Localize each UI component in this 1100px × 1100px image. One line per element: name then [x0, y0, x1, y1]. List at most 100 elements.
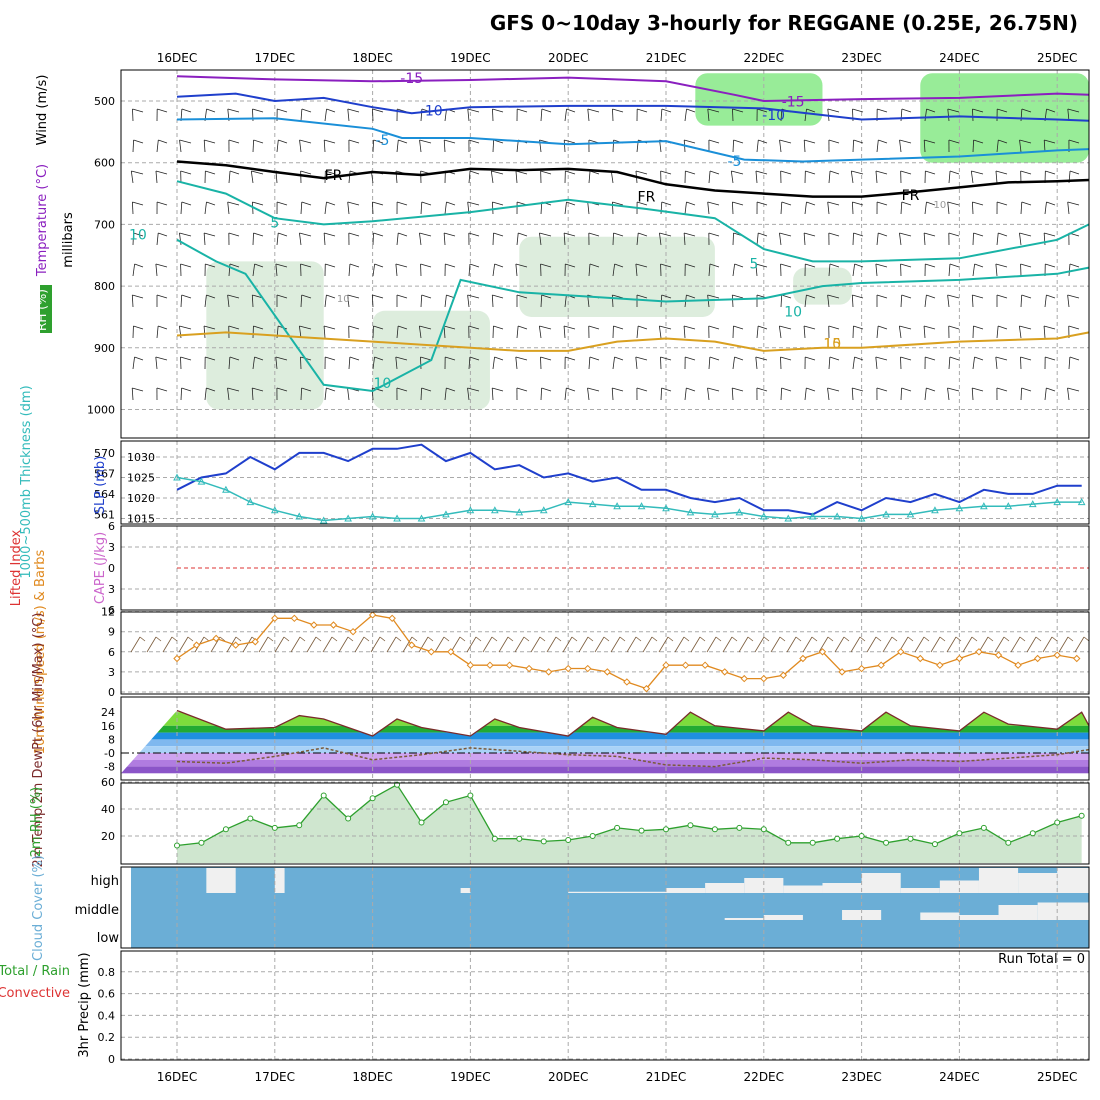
wind-barb	[755, 170, 768, 175]
thickness-point	[393, 514, 401, 522]
temp-line	[176, 709, 1090, 737]
cape-label: CAPE (J/kg)	[93, 532, 108, 604]
rh-point	[296, 822, 303, 829]
wind-barb	[589, 356, 600, 361]
rh-point	[589, 833, 596, 839]
wind-barb	[827, 201, 830, 215]
wind-barb	[611, 201, 614, 215]
wind-barb	[805, 170, 816, 175]
wind-barb	[851, 294, 854, 308]
surface-wind-barb	[875, 636, 882, 642]
wind-speed-point	[525, 664, 533, 673]
wind-barb	[731, 170, 744, 175]
wind-barb	[301, 201, 312, 206]
wind-barb	[901, 294, 912, 299]
wind-barb	[996, 387, 1008, 392]
cloud-gap	[206, 868, 236, 893]
wind-barb	[659, 232, 662, 246]
surface-wind-barb	[587, 636, 594, 642]
cloud-gap	[783, 885, 823, 893]
surface-wind-barb	[443, 636, 450, 642]
rh-point	[736, 824, 743, 831]
wind-barb	[1018, 325, 1022, 339]
lifted-index-label: Lifted Index	[9, 529, 24, 606]
rh-point	[711, 826, 718, 833]
wind-barb	[419, 139, 422, 153]
wind-barb	[228, 325, 240, 330]
panel-frame	[120, 950, 1090, 1061]
cloud-gap	[939, 880, 979, 893]
surface-wind-barb	[546, 636, 557, 653]
wind-barb	[443, 325, 446, 339]
wind-barb	[276, 201, 288, 206]
date-label-top: 22DEC	[744, 51, 784, 65]
surface-wind-barb	[162, 636, 173, 653]
wind-barb	[565, 170, 576, 175]
wind-barb	[612, 232, 614, 246]
wind-barb	[324, 139, 336, 144]
wind-barb	[827, 387, 830, 401]
wind-barb	[323, 139, 326, 153]
rh-tick-label: 40	[101, 803, 115, 816]
surface-wind-barb	[690, 636, 701, 653]
wind-barb	[516, 325, 519, 339]
wind-barb	[373, 325, 384, 330]
wind-barb	[131, 170, 144, 175]
wind-barb	[228, 356, 231, 370]
wind-barb	[925, 170, 936, 175]
surface-wind-barb	[978, 636, 989, 653]
wind-barb	[851, 201, 854, 215]
surface-wind-barb	[130, 636, 141, 653]
temp-band	[121, 710, 1089, 713]
wind-barb	[515, 356, 518, 370]
date-label-bottom: 17DEC	[255, 1070, 295, 1084]
surface-wind-barb	[843, 636, 850, 642]
wind-barb	[469, 170, 480, 175]
wind-speed-point	[1033, 654, 1042, 663]
surface-wind-barb	[987, 636, 994, 642]
wind-barb	[515, 170, 518, 184]
wind-barb	[566, 108, 576, 113]
surface-wind-barb	[939, 636, 946, 642]
wind-barb	[971, 201, 974, 215]
rh-point	[1005, 839, 1012, 846]
wind-speed-point	[329, 621, 338, 629]
wind-speed-point	[505, 661, 514, 669]
thickness-point	[882, 510, 890, 518]
wind-barb	[707, 294, 720, 299]
rh-axis-label: 2m RH (%)	[29, 787, 44, 858]
temp-band	[121, 712, 1089, 726]
wind-barb	[974, 263, 984, 268]
wind-barb	[636, 232, 639, 246]
surface-wind-barb	[514, 636, 525, 653]
wind-barb	[707, 108, 720, 113]
wind-barb	[756, 232, 759, 246]
temperature-contour	[176, 238, 1090, 393]
wind-barb	[349, 263, 360, 268]
lifted-index-tick-label: 6	[108, 604, 115, 617]
wind-barb	[446, 387, 456, 392]
wind-barb	[1021, 201, 1032, 206]
wind-barb	[875, 170, 878, 184]
temp-band	[121, 739, 1089, 747]
wind-barb	[587, 387, 600, 392]
wind-barb	[1019, 232, 1022, 246]
wind-barb	[851, 387, 854, 401]
wind-barb	[132, 108, 144, 113]
wind-panel: 0 3 6 9 12 10m Wind Speed (m/s) & Barbs	[33, 549, 1090, 754]
cloud-axis-label: Cloud Cover (%)	[31, 855, 46, 961]
wind-barb	[540, 356, 542, 370]
wind-barb	[420, 201, 423, 215]
wind-barb	[972, 387, 984, 392]
wind-barb	[301, 108, 312, 113]
wind-barb	[180, 170, 192, 175]
wind-barb	[926, 387, 936, 392]
cloud-gap	[274, 868, 285, 893]
surface-wind-barb	[1003, 636, 1010, 642]
surface-wind-barb	[299, 636, 306, 642]
legend-rh-swatch	[40, 285, 52, 333]
wind-barb	[347, 294, 360, 299]
wind-barb	[877, 325, 888, 330]
contour-label: 5	[270, 216, 279, 232]
surface-wind-barb	[482, 636, 493, 653]
